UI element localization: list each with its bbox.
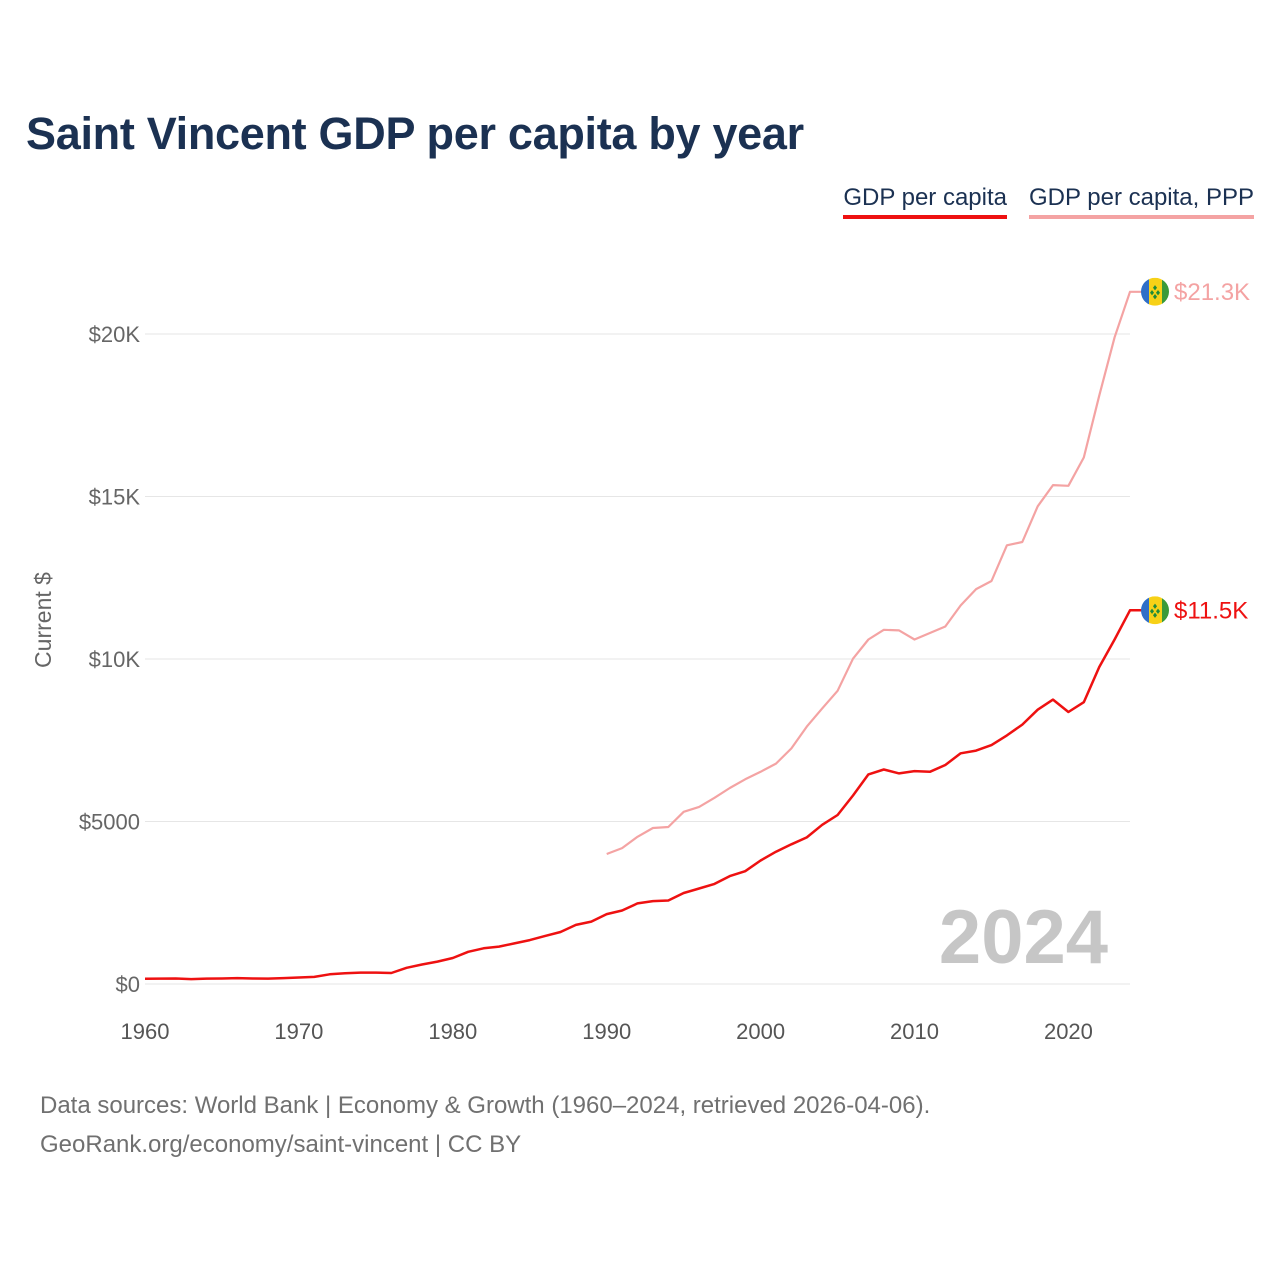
y-tick-label: $10K <box>89 647 141 672</box>
x-axis-ticks: 1960 1970 1980 1990 2000 2010 2020 <box>121 1019 1093 1044</box>
footer: Data sources: World Bank | Economy & Gro… <box>40 1086 930 1164</box>
x-tick-label: 2020 <box>1044 1019 1093 1044</box>
y-axis-label: Current $ <box>30 572 56 668</box>
y-axis-ticks: $0 $5000 $10K $15K $20K <box>79 322 141 997</box>
x-tick-label: 1960 <box>121 1019 170 1044</box>
legend-gdp-per-capita-ppp[interactable]: GDP per capita, PPP <box>1029 184 1254 219</box>
x-tick-label: 1990 <box>582 1019 631 1044</box>
series-line <box>606 290 1142 856</box>
year-watermark: 2024 <box>939 895 1108 980</box>
y-tick-label: $0 <box>116 972 140 997</box>
saint-vincent-flag-icon <box>1141 596 1169 625</box>
x-tick-label: 2000 <box>736 1019 785 1044</box>
chart-title: Saint Vincent GDP per capita by year <box>26 108 804 159</box>
line-chart: $0 $5000 $10K $15K $20K 1960 1970 1980 1990 2000… <box>30 277 1250 1044</box>
y-tick-label: $5000 <box>79 810 140 835</box>
legend: GDP per capita GDP per capita, PPP <box>843 184 1254 219</box>
y-tick-label: $20K <box>89 322 141 347</box>
x-tick-label: 1970 <box>274 1019 323 1044</box>
gridlines <box>145 333 1130 985</box>
series-end-labels: $11.5K $21.3K <box>1141 277 1250 625</box>
series-end-value: $11.5K <box>1174 597 1248 624</box>
footer-sources: Data sources: World Bank | Economy & Gro… <box>40 1092 931 1119</box>
saint-vincent-flag-icon <box>1141 277 1169 306</box>
legend-gdp-per-capita[interactable]: GDP per capita <box>843 184 1007 219</box>
series-lines <box>144 290 1142 981</box>
x-tick-label: 2010 <box>890 1019 939 1044</box>
y-tick-label: $15K <box>89 485 141 510</box>
x-tick-label: 1980 <box>428 1019 477 1044</box>
series-end-value: $21.3K <box>1174 279 1250 306</box>
footer-attribution: GeoRank.org/economy/saint-vincent | CC B… <box>40 1131 522 1158</box>
series-line <box>144 609 1142 981</box>
